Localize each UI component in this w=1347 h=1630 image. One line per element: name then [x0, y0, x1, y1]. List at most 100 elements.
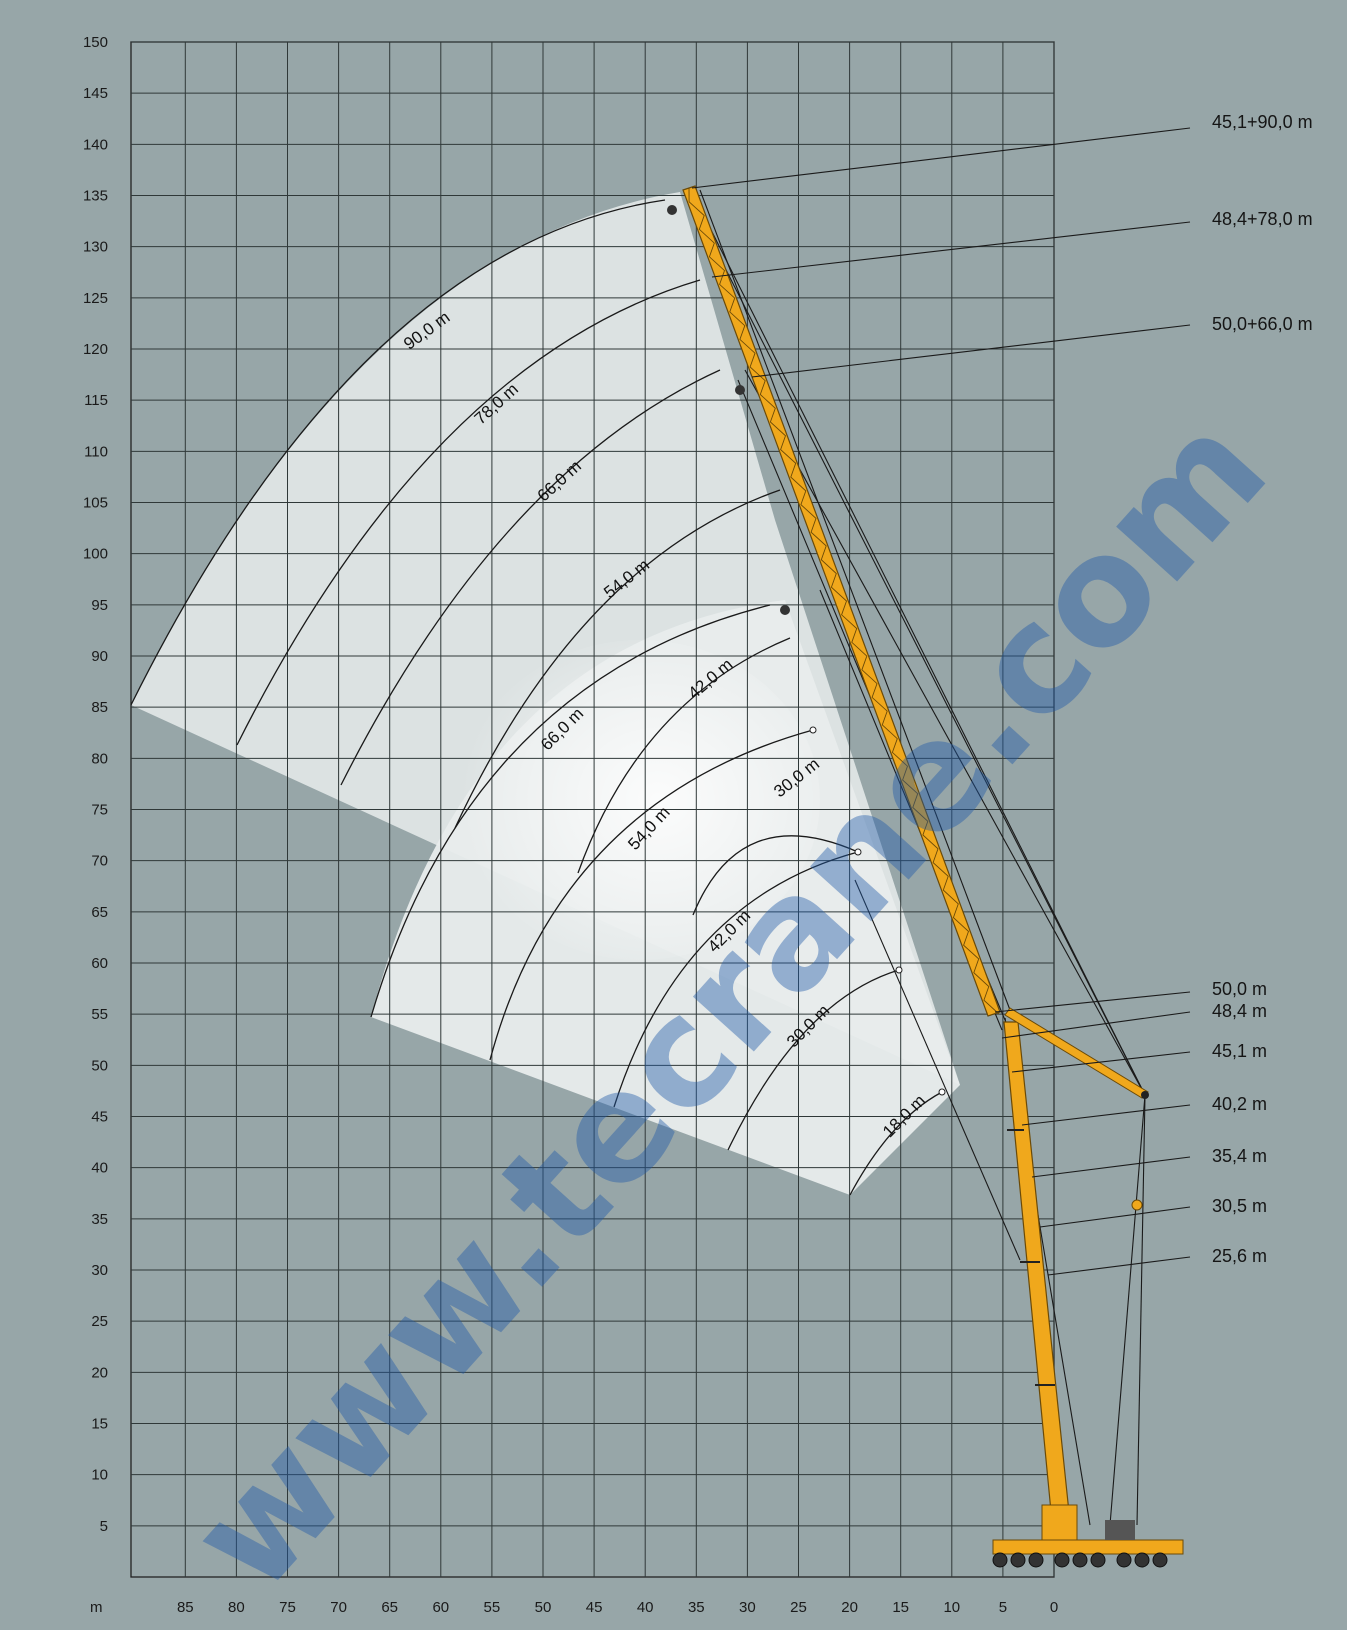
y-tick-label: 50: [91, 1057, 108, 1074]
hook-block: [735, 385, 745, 395]
working-range-regions: [131, 192, 960, 1195]
x-tick-label: 20: [841, 1599, 858, 1616]
ballast-hook: [1131, 1199, 1143, 1211]
wheel: [1134, 1552, 1150, 1568]
x-tick-label: 25: [790, 1599, 807, 1616]
wheel: [1054, 1552, 1070, 1568]
wheel: [1152, 1552, 1168, 1568]
mast-head: [1141, 1091, 1149, 1099]
y-tick-label: 125: [83, 290, 108, 307]
x-tick-label: 70: [330, 1599, 347, 1616]
counterweight: [1105, 1520, 1135, 1540]
back-mast: [1004, 1007, 1149, 1099]
pendant-line: [689, 187, 1146, 1096]
x-tick-label: 60: [432, 1599, 449, 1616]
pendant-line: [744, 369, 1146, 1096]
leader-line: [751, 324, 1191, 378]
crane-cab: [1041, 1504, 1078, 1541]
wheel: [1010, 1552, 1026, 1568]
x-tick-label: 85: [177, 1599, 194, 1616]
boom-label-30-5: 30,5 m: [1212, 1196, 1267, 1216]
hook-block: [667, 205, 677, 215]
crane-wheels: [992, 1552, 1168, 1568]
arc-66m-lower: [370, 604, 771, 1018]
wheel: [1028, 1552, 1044, 1568]
hook-block: [780, 605, 790, 615]
boom-label-35-4: 35,4 m: [1212, 1146, 1267, 1166]
arc-42m-lower: [613, 851, 859, 1108]
crane: [667, 185, 1184, 1568]
leader-line: [1039, 1206, 1191, 1228]
x-tick-label: 80: [228, 1599, 245, 1616]
wheel: [992, 1552, 1008, 1568]
x-axis-ticks: 85 80 75 70 65 60 55 50 45 40 35 30 25 20 15 10 5 0: [177, 1599, 1058, 1616]
y-tick-label: 15: [91, 1416, 108, 1433]
wheel: [1072, 1552, 1088, 1568]
x-tick-label: 65: [381, 1599, 398, 1616]
y-tick-label: 25: [91, 1313, 108, 1330]
wheel: [1116, 1552, 1132, 1568]
y-tick-label: 135: [83, 188, 108, 205]
leader-line: [994, 991, 1191, 1013]
y-tick-label: 55: [91, 1006, 108, 1023]
y-tick-label: 130: [83, 239, 108, 256]
boom-label-50: 50,0 m: [1212, 979, 1267, 999]
arc-54m-upper: [454, 489, 781, 829]
y-axis-ticks: 5 10 15 20 25 30 35 40 45 50 55 60 65 70 75 80 85 90 95 100…: [83, 34, 108, 1535]
arc-30m-lower: [727, 969, 900, 1151]
boom-length-labels: [691, 127, 1191, 1276]
x-tick-label: 50: [535, 1599, 552, 1616]
leader-line: [1011, 1051, 1191, 1073]
leader-line: [1001, 1011, 1191, 1039]
boom-length-text: 45,1+90,0 m 48,4+78,0 m 50,0+66,0 m 50,0…: [1212, 112, 1313, 1266]
arc-end-marker: [895, 966, 903, 974]
arc-end-marker: [938, 1088, 946, 1096]
y-tick-label: 90: [91, 648, 108, 665]
y-tick-label: 140: [83, 136, 108, 153]
radius-arcs: [130, 199, 943, 1196]
y-tick-label: 105: [83, 495, 108, 512]
leader-line: [691, 127, 1191, 189]
x-tick-label: 35: [688, 1599, 705, 1616]
arc-end-marker: [854, 848, 862, 856]
arc-54m-lower: [489, 729, 814, 1061]
arc-18m: [849, 1091, 943, 1196]
y-tick-label: 100: [83, 546, 108, 563]
y-tick-label: 65: [91, 904, 108, 921]
y-tick-label: 150: [83, 34, 108, 51]
x-tick-label: 10: [943, 1599, 960, 1616]
x-tick-label: 30: [739, 1599, 756, 1616]
pendant-line: [719, 257, 1146, 1096]
x-tick-label: 45: [586, 1599, 603, 1616]
y-tick-label: 35: [91, 1211, 108, 1228]
y-tick-label: 30: [91, 1262, 108, 1279]
arc-42m-upper: [577, 637, 791, 874]
y-tick-label: 95: [91, 597, 108, 614]
arc-66m-upper: [340, 369, 721, 786]
y-tick-label: 120: [83, 341, 108, 358]
y-tick-label: 70: [91, 853, 108, 870]
x-tick-label: 5: [999, 1599, 1007, 1616]
leader-line: [711, 221, 1191, 278]
back-mast-line: [1109, 1094, 1146, 1526]
arc-78m: [236, 279, 701, 746]
x-axis-unit: m: [90, 1599, 103, 1616]
x-tick-label: 15: [892, 1599, 909, 1616]
boom-label-45-1-90: 45,1+90,0 m: [1212, 112, 1313, 132]
boom-label-40-2: 40,2 m: [1212, 1094, 1267, 1114]
jib-lattice: [688, 187, 1000, 1015]
boom-label-25-6: 25,6 m: [1212, 1246, 1267, 1266]
y-tick-label: 80: [91, 750, 108, 767]
y-tick-label: 10: [91, 1467, 108, 1484]
y-tick-label: 85: [91, 699, 108, 716]
arc-30m-upper: [692, 835, 859, 916]
boom-label-45-1: 45,1 m: [1212, 1041, 1267, 1061]
x-tick-label: 75: [279, 1599, 296, 1616]
arc-90m: [130, 199, 666, 706]
leader-line: [1047, 1256, 1191, 1276]
arc-end-markers: [809, 726, 946, 1096]
y-tick-label: 45: [91, 1109, 108, 1126]
crane-carrier: [992, 1539, 1184, 1555]
back-mast-line: [1136, 1094, 1146, 1526]
